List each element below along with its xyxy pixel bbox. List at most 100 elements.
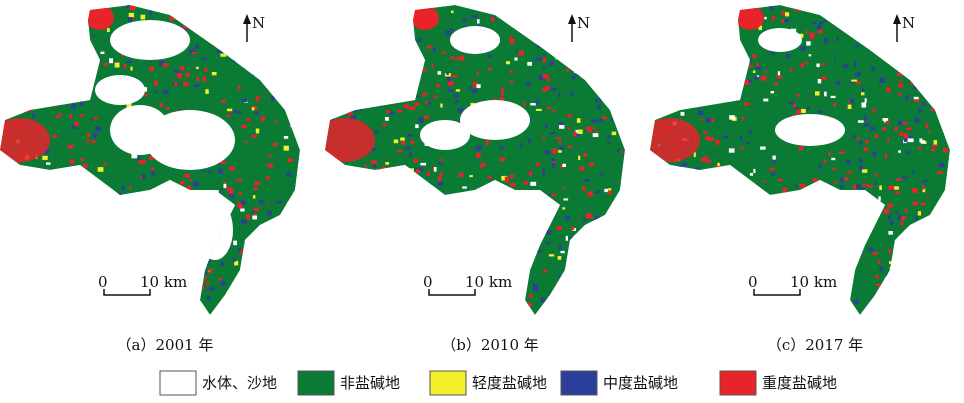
map-pixel bbox=[893, 278, 897, 282]
map-pixel bbox=[740, 219, 745, 224]
map-pixel bbox=[817, 24, 821, 30]
map-pixel bbox=[608, 188, 612, 191]
map-pixel bbox=[138, 160, 143, 164]
map-pixel bbox=[565, 299, 569, 303]
map-pixel bbox=[489, 295, 494, 299]
map-pixel bbox=[346, 82, 351, 86]
map-pixel bbox=[789, 311, 796, 315]
map-pixel bbox=[733, 14, 739, 20]
map-pixel bbox=[226, 311, 232, 314]
map-pixel bbox=[241, 219, 247, 224]
map-pixel bbox=[26, 6, 31, 11]
map-pixel bbox=[244, 57, 250, 61]
map-pixel bbox=[677, 164, 684, 169]
map-pixel bbox=[576, 72, 582, 77]
map-pixel bbox=[252, 72, 256, 77]
map-pixel bbox=[888, 185, 895, 190]
map-pixel bbox=[242, 256, 247, 260]
map-pixel bbox=[756, 63, 759, 67]
map-pixel bbox=[542, 137, 546, 140]
map-pixel bbox=[232, 295, 238, 301]
map-pixel bbox=[202, 227, 209, 232]
map-pixel bbox=[675, 281, 682, 287]
map-pixel bbox=[685, 170, 689, 174]
map-pixel bbox=[450, 27, 454, 32]
map-pixel bbox=[703, 272, 706, 277]
map-pixel bbox=[611, 131, 617, 136]
map-pixel bbox=[60, 5, 63, 7]
map-pixel bbox=[2, 19, 7, 25]
map-pixel bbox=[691, 229, 697, 234]
map bbox=[0, 5, 300, 315]
map-pixel bbox=[606, 33, 610, 36]
map-pixel bbox=[71, 277, 75, 282]
caption: （b）2010 年 bbox=[441, 336, 539, 354]
map-pixel bbox=[899, 8, 904, 11]
map-pixel bbox=[609, 75, 615, 78]
map-pixel bbox=[422, 300, 427, 305]
map-pixel bbox=[873, 210, 877, 213]
map-pixel bbox=[39, 262, 42, 268]
map-pixel bbox=[407, 134, 413, 137]
map-pixel bbox=[10, 34, 13, 38]
map-pixel bbox=[91, 119, 94, 122]
map-pixel bbox=[57, 263, 62, 267]
map-pixel bbox=[176, 235, 181, 239]
legend-label: 重度盐碱地 bbox=[762, 374, 837, 392]
map-pixel bbox=[345, 76, 349, 80]
map bbox=[325, 5, 625, 315]
map-pixel bbox=[839, 151, 845, 154]
map-pixel bbox=[855, 72, 861, 77]
map-pixel bbox=[17, 162, 21, 166]
map-pixel bbox=[884, 154, 888, 159]
map-pixel bbox=[924, 83, 931, 89]
map-pixel bbox=[488, 67, 492, 71]
map-pixel bbox=[592, 127, 595, 130]
map-pixel bbox=[65, 40, 69, 45]
map-pixel bbox=[136, 306, 140, 309]
map-pixel bbox=[376, 18, 381, 21]
map-pixel bbox=[385, 110, 391, 114]
map-pixel bbox=[254, 181, 261, 186]
map-pixel bbox=[227, 108, 233, 112]
map-pixel bbox=[32, 44, 39, 48]
map-pixel bbox=[267, 280, 271, 284]
map-pixel bbox=[790, 28, 797, 32]
map-pixel bbox=[703, 156, 709, 160]
map-pixel bbox=[491, 17, 495, 22]
map-pixel bbox=[599, 96, 602, 102]
map-pixel bbox=[242, 38, 247, 44]
map-pixel bbox=[853, 201, 859, 206]
map-pixel bbox=[501, 87, 505, 91]
map-pixel bbox=[212, 16, 218, 19]
map-pixel bbox=[570, 260, 573, 265]
map-pixel bbox=[0, 232, 6, 238]
map-pixel bbox=[536, 44, 541, 48]
map-pixel bbox=[26, 90, 31, 95]
map-pixel bbox=[61, 200, 65, 204]
map-pixel bbox=[283, 145, 289, 151]
map-pixel bbox=[362, 208, 368, 213]
map-pixel bbox=[837, 1, 842, 4]
map-pixel bbox=[260, 301, 265, 304]
map-pixel bbox=[415, 169, 421, 174]
map-pixel bbox=[22, 192, 26, 195]
map-pixel bbox=[419, 247, 425, 252]
map-pixel bbox=[740, 295, 743, 300]
map-pixel bbox=[824, 91, 827, 97]
map-pixel bbox=[223, 45, 228, 48]
map-pixel bbox=[138, 213, 143, 217]
map-pixel bbox=[899, 269, 905, 273]
map-pixel bbox=[410, 140, 415, 145]
map-pixel bbox=[769, 167, 775, 171]
map-pixel bbox=[0, 263, 6, 266]
map-pixel bbox=[933, 140, 938, 145]
map-pixel bbox=[856, 184, 861, 189]
map-pixel bbox=[558, 92, 561, 98]
map-pixel bbox=[576, 118, 581, 123]
map-pixel bbox=[888, 215, 892, 220]
map-pixel bbox=[567, 127, 571, 130]
map-pixel bbox=[170, 204, 176, 207]
map-pixel bbox=[216, 50, 223, 53]
map-pixel bbox=[838, 16, 842, 20]
